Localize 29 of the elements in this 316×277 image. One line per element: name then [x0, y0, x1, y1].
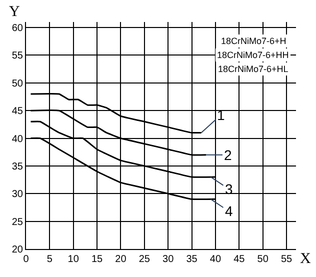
x-tick-label: 35: [186, 254, 198, 265]
y-tick-label: 45: [12, 106, 24, 118]
x-tick-label: 10: [68, 254, 80, 265]
x-tick-label: 20: [115, 254, 127, 265]
x-tick-label: 5: [46, 254, 53, 265]
x-tick-label: 30: [162, 254, 174, 265]
y-tick-label: 30: [12, 189, 24, 200]
x-tick-label: 40: [210, 254, 222, 265]
y-tick-label: 35: [12, 161, 24, 172]
x-tick-label: 45: [234, 254, 246, 265]
annotation: 18CrNiMo7-6+H: [221, 36, 286, 46]
y-tick-label: 20: [12, 244, 24, 256]
annotation: 18CrNiMo7-6+HL: [218, 64, 288, 74]
y-tick-label: 60: [12, 23, 24, 34]
x-tick-label: 25: [138, 254, 150, 265]
annotation: 4: [225, 203, 233, 219]
y-tick-label: 25: [12, 216, 24, 228]
y-tick-label: 40: [12, 134, 24, 145]
y-tick-label: 50: [12, 78, 24, 90]
y-axis-title: Y: [9, 4, 20, 20]
x-tick-label: 0: [23, 254, 30, 265]
annotation: 18CrNiMo7-6+HH: [217, 50, 289, 60]
x-tick-label: 55: [280, 254, 293, 265]
y-tick-label: 55: [12, 50, 24, 62]
annotation: 1: [217, 107, 225, 123]
annotation: 2: [224, 147, 232, 163]
x-axis-title: X: [300, 251, 311, 267]
x-tick-label: 15: [91, 254, 104, 265]
x-tick-label: 50: [257, 254, 269, 265]
